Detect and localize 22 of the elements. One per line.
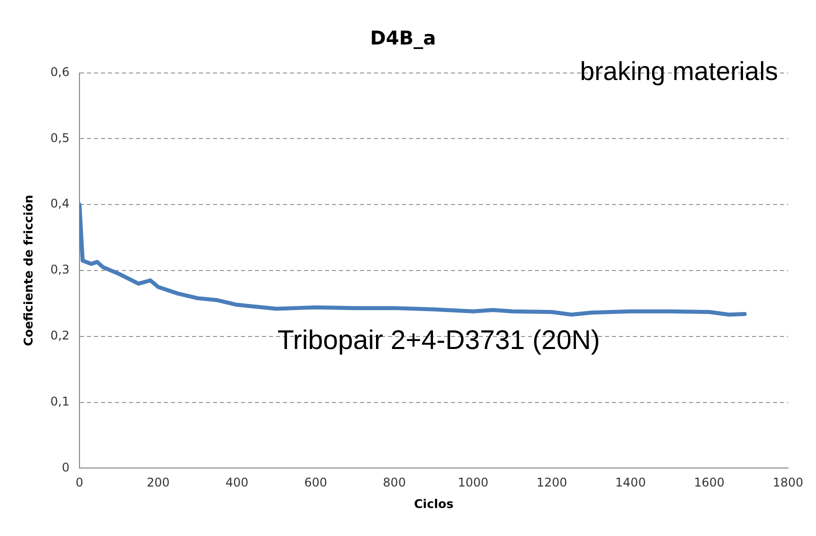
chart-title: D4B_a	[370, 27, 436, 50]
x-tick-label: 0	[76, 476, 84, 490]
x-tick-label: 1600	[694, 476, 725, 490]
x-tick-label: 400	[225, 476, 248, 490]
x-tick-label: 200	[146, 476, 170, 490]
x-axis-title: Ciclos	[414, 496, 454, 511]
annotation: braking materials	[580, 56, 778, 86]
x-tick-label: 800	[382, 476, 406, 490]
y-tick-label: 0,6	[50, 64, 70, 79]
x-tick-label: 1200	[536, 476, 568, 490]
y-tick-label: 0,2	[50, 328, 70, 343]
y-tick-label: 0	[62, 460, 70, 474]
x-tick-label: 1000	[458, 476, 488, 490]
y-tick-label: 0,5	[50, 130, 70, 145]
y-tick-label: 0,3	[50, 262, 70, 277]
x-tick-label: 600	[304, 476, 328, 490]
y-tick-label: 0,4	[50, 196, 70, 211]
y-axis-title: Coeficiente de fricción	[21, 194, 36, 346]
x-tick-label: 1800	[772, 476, 804, 490]
annotation: Tribopair 2+4-D3731 (20N)	[278, 325, 600, 356]
y-tick-label: 0,1	[50, 394, 70, 408]
x-tick-label: 1400	[615, 476, 646, 490]
